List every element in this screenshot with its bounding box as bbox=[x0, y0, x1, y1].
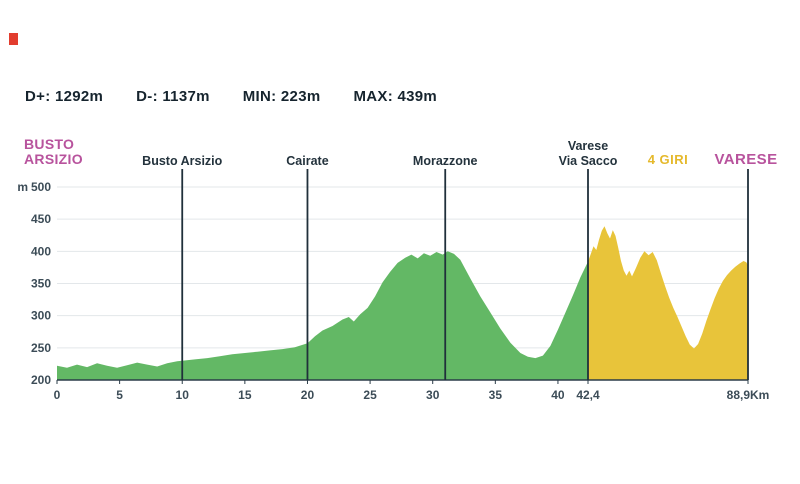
x-tick-label: 5 bbox=[116, 388, 123, 402]
waypoint-label: Busto Arsizio bbox=[142, 153, 223, 168]
x-tick-label: 88,9Km bbox=[727, 388, 770, 402]
finish-location-label: VARESE bbox=[714, 151, 778, 168]
stats-row: D+: 1292m D-: 1137m MIN: 223m MAX: 439m bbox=[25, 88, 437, 105]
waypoint-label: Varese Via Sacco bbox=[558, 139, 618, 168]
x-tick-label: 0 bbox=[54, 388, 61, 402]
y-tick-label: 250 bbox=[31, 341, 51, 355]
y-tick-label: 200 bbox=[31, 373, 51, 387]
stat-min-altitude: MIN: 223m bbox=[242, 88, 321, 105]
x-tick-label: 25 bbox=[363, 388, 377, 402]
elevation-area-green bbox=[57, 251, 588, 380]
stat-elevation-loss: D-: 1137m bbox=[136, 88, 210, 105]
x-tick-label: 15 bbox=[238, 388, 252, 402]
x-tick-label: 10 bbox=[176, 388, 190, 402]
y-axis-unit-label: m bbox=[17, 180, 28, 194]
waypoint-label: Morazzone bbox=[412, 153, 478, 168]
y-tick-label: 350 bbox=[31, 277, 51, 291]
y-tick-label: 500 bbox=[31, 180, 51, 194]
x-tick-label: 35 bbox=[489, 388, 503, 402]
start-location-label: BUSTO ARSIZIO bbox=[24, 135, 83, 168]
laps-label: 4 GIRI bbox=[647, 152, 689, 167]
stat-elevation-gain: D+: 1292m bbox=[25, 88, 104, 105]
x-tick-label: 30 bbox=[426, 388, 440, 402]
y-tick-label: 400 bbox=[31, 244, 51, 258]
x-tick-label: 20 bbox=[301, 388, 315, 402]
y-tick-label: 300 bbox=[31, 309, 51, 323]
x-tick-label: 40 bbox=[551, 388, 565, 402]
elevation-area-yellow bbox=[588, 226, 748, 380]
y-tick-label: 450 bbox=[31, 212, 51, 226]
stat-max-altitude: MAX: 439m bbox=[353, 88, 438, 105]
waypoint-labels-row: BUSTO ARSIZIO 4 GIRI VARESE Busto Arsizi… bbox=[0, 128, 800, 168]
waypoint-label: Cairate bbox=[286, 153, 329, 168]
red-marker-icon bbox=[9, 33, 18, 45]
x-tick-label: 42,4 bbox=[576, 388, 600, 402]
